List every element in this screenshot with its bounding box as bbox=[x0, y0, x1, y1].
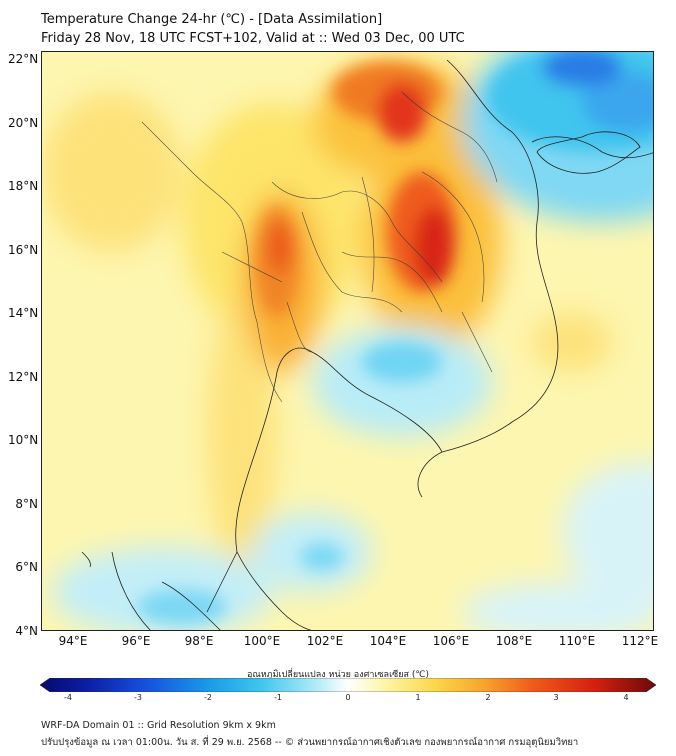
lon-label: 102°E bbox=[306, 634, 344, 648]
colorbar-tick: -1 bbox=[274, 693, 282, 702]
lat-label: 14°N bbox=[8, 306, 39, 320]
lon-label: 112°E bbox=[621, 634, 659, 648]
lat-label: 4°N bbox=[15, 624, 38, 638]
colorbar-tick: 1 bbox=[415, 693, 421, 702]
lon-label: 96°E bbox=[121, 634, 151, 648]
lat-label: 8°N bbox=[15, 497, 38, 511]
colorbar-tick: 2 bbox=[485, 693, 491, 702]
lat-label: 20°N bbox=[8, 116, 39, 130]
lon-label: 104°E bbox=[369, 634, 407, 648]
colorbar bbox=[40, 678, 656, 692]
colorbar-tick: -3 bbox=[134, 693, 142, 702]
colorbar-tick: -4 bbox=[64, 693, 72, 702]
temperature-change-map bbox=[41, 51, 654, 631]
colorbar-title: อุณหภูมิเปลี่ยนแปลง หน่วย องศาเซลเซียส (… bbox=[246, 670, 430, 680]
admin-borders bbox=[141, 91, 498, 403]
lon-label: 94°E bbox=[58, 634, 88, 648]
lon-label: 108°E bbox=[495, 634, 533, 648]
map-title: Temperature Change 24-hr (℃) - [Data Ass… bbox=[41, 12, 383, 27]
footer-credit: ปรับปรุงข้อมูล ณ เวลา 01:00น. วัน ส. ที่… bbox=[41, 737, 579, 748]
lat-label: 16°N bbox=[8, 243, 39, 257]
colorbar-tick: 3 bbox=[553, 693, 559, 702]
lon-label: 100°E bbox=[243, 634, 281, 648]
lat-label: 18°N bbox=[8, 179, 39, 193]
colorbar-tick: 4 bbox=[623, 693, 629, 702]
lon-label: 106°E bbox=[432, 634, 470, 648]
lon-label: 110°E bbox=[558, 634, 596, 648]
lat-label: 6°N bbox=[15, 560, 38, 574]
lon-label: 98°E bbox=[184, 634, 214, 648]
lat-label: 12°N bbox=[8, 370, 39, 384]
temperature-extremes bbox=[137, 52, 653, 625]
colorbar-tick: -2 bbox=[204, 693, 212, 702]
footer-model-info: WRF-DA Domain 01 :: Grid Resolution 9km … bbox=[41, 720, 276, 731]
temperature-field bbox=[42, 52, 653, 630]
map-canvas bbox=[42, 52, 653, 630]
lat-label: 22°N bbox=[8, 52, 39, 66]
map-subtitle: Friday 28 Nov, 18 UTC FCST+102, Valid at… bbox=[41, 31, 465, 46]
colorbar-tick: 0 bbox=[345, 693, 351, 702]
coastlines bbox=[81, 59, 653, 630]
lat-label: 10°N bbox=[8, 433, 39, 447]
